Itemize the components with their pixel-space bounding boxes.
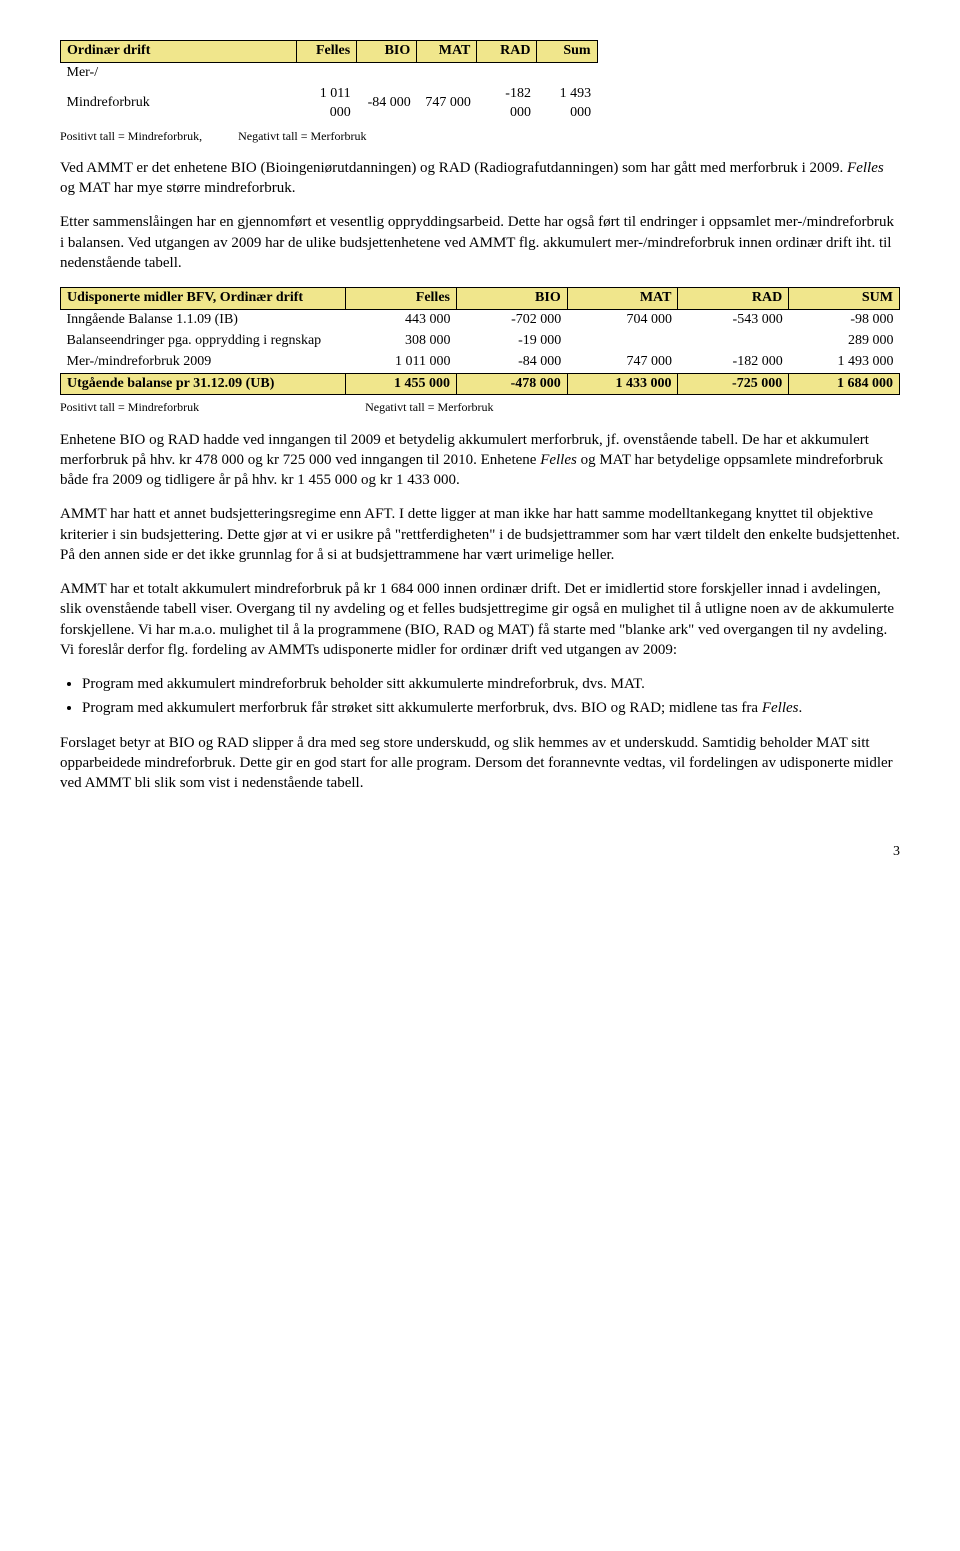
table1-h4: RAD	[477, 41, 537, 63]
paragraph-4: AMMT har hatt et annet budsjetteringsreg…	[60, 504, 900, 565]
table-ordinaer-drift: Ordinær drift Felles BIO MAT RAD Sum Mer…	[60, 40, 598, 124]
list-item: Program med akkumulert mindreforbruk beh…	[82, 674, 900, 694]
table2-h3: MAT	[567, 288, 678, 310]
table1-h1: Felles	[297, 41, 357, 63]
paragraph-3: Enhetene BIO og RAD hadde ved inngangen …	[60, 430, 900, 491]
paragraph-1: Ved AMMT er det enhetene BIO (Bioingeniø…	[60, 158, 900, 199]
table1-h5: Sum	[537, 41, 597, 63]
table1-v2: 747 000	[417, 84, 477, 124]
table2-footnote: Positivt tall = Mindreforbruk Negativt t…	[60, 399, 900, 415]
table2-footnote-left: Positivt tall = Mindreforbruk	[60, 400, 199, 414]
paragraph-5: AMMT har et totalt akkumulert mindreforb…	[60, 579, 900, 660]
table2-h1: Felles	[346, 288, 457, 310]
table2-footnote-right: Negativt tall = Merforbruk	[365, 400, 493, 414]
table1-footnote: Positivt tall = Mindreforbruk, Negativt …	[60, 128, 900, 144]
table-row: Inngående Balanse 1.1.09 (IB) 443 000 -7…	[61, 309, 900, 330]
table1-v3: -182 000	[477, 84, 537, 124]
table1-footnote-left: Positivt tall = Mindreforbruk,	[60, 129, 202, 143]
table2-h4: RAD	[678, 288, 789, 310]
table-row: Balanseendringer pga. opprydding i regns…	[61, 331, 900, 352]
table1-h0: Ordinær drift	[61, 41, 297, 63]
table1-v4: 1 493 000	[537, 84, 597, 124]
table-row: Mer-/mindreforbruk 2009 1 011 000 -84 00…	[61, 352, 900, 373]
table1-h2: BIO	[357, 41, 417, 63]
paragraph-2: Etter sammenslåingen har en gjennomført …	[60, 212, 900, 273]
table2-h5: SUM	[789, 288, 900, 310]
table1-v0: 1 011 000	[297, 84, 357, 124]
table2-h0: Udisponerte midler BFV, Ordinær drift	[61, 288, 346, 310]
paragraph-6: Forslaget betyr at BIO og RAD slipper å …	[60, 733, 900, 794]
table1-v1: -84 000	[357, 84, 417, 124]
table1-footnote-right: Negativt tall = Merforbruk	[238, 129, 366, 143]
table2-h2: BIO	[457, 288, 568, 310]
bullet-list: Program med akkumulert mindreforbruk beh…	[82, 674, 900, 719]
table1-rowlabel1: Mer-/	[61, 62, 297, 83]
table-udisponerte-midler: Udisponerte midler BFV, Ordinær drift Fe…	[60, 287, 900, 395]
table1-h3: MAT	[417, 41, 477, 63]
table1-rowlabel2: Mindreforbruk	[61, 84, 297, 124]
table2-total-row: Utgående balanse pr 31.12.09 (UB) 1 455 …	[61, 373, 900, 395]
list-item: Program med akkumulert merforbruk får st…	[82, 698, 900, 718]
page-number: 3	[60, 843, 900, 862]
